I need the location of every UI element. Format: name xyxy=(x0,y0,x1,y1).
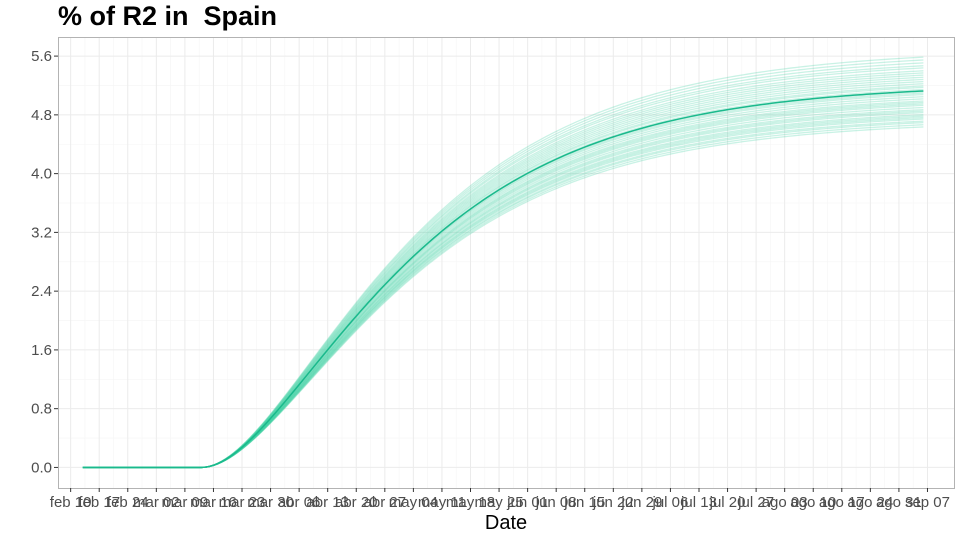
x-tick-label: mar 30 xyxy=(247,494,294,511)
plot-panel-border xyxy=(58,37,955,489)
ensemble-line-15 xyxy=(82,100,924,469)
ensemble-line-16 xyxy=(82,98,924,469)
x-tick-label: jul 27 xyxy=(737,494,774,511)
x-tick-label: ago 31 xyxy=(876,494,922,511)
x-tick-label: jun 22 xyxy=(592,494,634,511)
y-tick-label: 3.2 xyxy=(31,224,52,241)
x-tick-label: ago 03 xyxy=(762,494,808,511)
x-tick-label: abr 27 xyxy=(364,494,407,511)
ensemble-line-20 xyxy=(82,91,924,469)
ensemble-line-24 xyxy=(82,83,924,469)
ensemble-line-19 xyxy=(82,92,924,469)
y-tick-label: 4.0 xyxy=(31,166,52,183)
x-tick-label: jun 01 xyxy=(506,494,548,511)
ensemble-line-23 xyxy=(82,85,924,469)
x-tick-label: may 11 xyxy=(418,494,466,511)
x-tick-label: jul 06 xyxy=(652,494,689,511)
x-tick-label: feb 10 xyxy=(50,494,92,511)
x-tick-label: ago 24 xyxy=(847,494,893,511)
mean-series xyxy=(82,90,924,469)
y-axis: 0.0 0.8 1.6 2.4 3.2 4.0 4.8 5.6 xyxy=(31,48,58,476)
ensemble-line-14 xyxy=(82,101,924,469)
y-tick-label: 1.6 xyxy=(31,342,52,359)
x-tick-label: sep 07 xyxy=(905,494,950,511)
x-tick-label: feb 24 xyxy=(107,494,149,511)
mean-line xyxy=(82,90,924,469)
x-tick-label: abr 20 xyxy=(335,494,378,511)
x-axis-label: Date xyxy=(485,512,527,534)
x-tick-label: abr 06 xyxy=(278,494,321,511)
x-tick-label: ago 10 xyxy=(790,494,836,511)
x-tick-label: may 04 xyxy=(389,494,438,511)
ensemble-line-12 xyxy=(82,104,924,469)
x-tick-label: may 25 xyxy=(474,494,523,511)
ensemble-line-17 xyxy=(82,96,924,469)
x-tick-label: mar 23 xyxy=(219,494,266,511)
x-tick-label: jul 13 xyxy=(680,494,717,511)
x-tick-label: may 18 xyxy=(446,494,495,511)
y-tick-label: 5.6 xyxy=(31,48,52,65)
chart-title: % of R2 in Spain xyxy=(58,1,278,31)
ensemble-line-4 xyxy=(82,118,924,469)
x-tick-label: jul 20 xyxy=(709,494,746,511)
x-tick-label: ago 17 xyxy=(819,494,865,511)
x-tick-label: mar 16 xyxy=(190,494,237,511)
x-tick-label: abr 13 xyxy=(306,494,349,511)
x-tick-label: jun 15 xyxy=(563,494,605,511)
x-tick-label: mar 02 xyxy=(133,494,180,511)
ensemble-line-18 xyxy=(82,93,924,469)
ensemble-line-21 xyxy=(82,88,924,469)
y-tick-label: 2.4 xyxy=(31,283,52,300)
x-tick-label: feb 17 xyxy=(78,494,120,511)
ensemble-line-13 xyxy=(82,103,924,469)
ensemble-line-25 xyxy=(82,80,924,469)
y-tick-label: 4.8 xyxy=(31,107,52,124)
major-gridlines xyxy=(58,37,954,488)
y-tick-label: 0.8 xyxy=(31,401,52,418)
x-tick-label: jun 08 xyxy=(535,494,577,511)
x-tick-label: mar 09 xyxy=(162,494,209,511)
y-tick-label: 0.0 xyxy=(31,459,52,476)
ensemble-series xyxy=(82,56,924,469)
ensemble-line-26 xyxy=(82,78,924,469)
ensemble-line-10 xyxy=(82,109,924,469)
minor-gridlines xyxy=(58,37,954,488)
x-tick-label: jun 29 xyxy=(620,494,662,511)
